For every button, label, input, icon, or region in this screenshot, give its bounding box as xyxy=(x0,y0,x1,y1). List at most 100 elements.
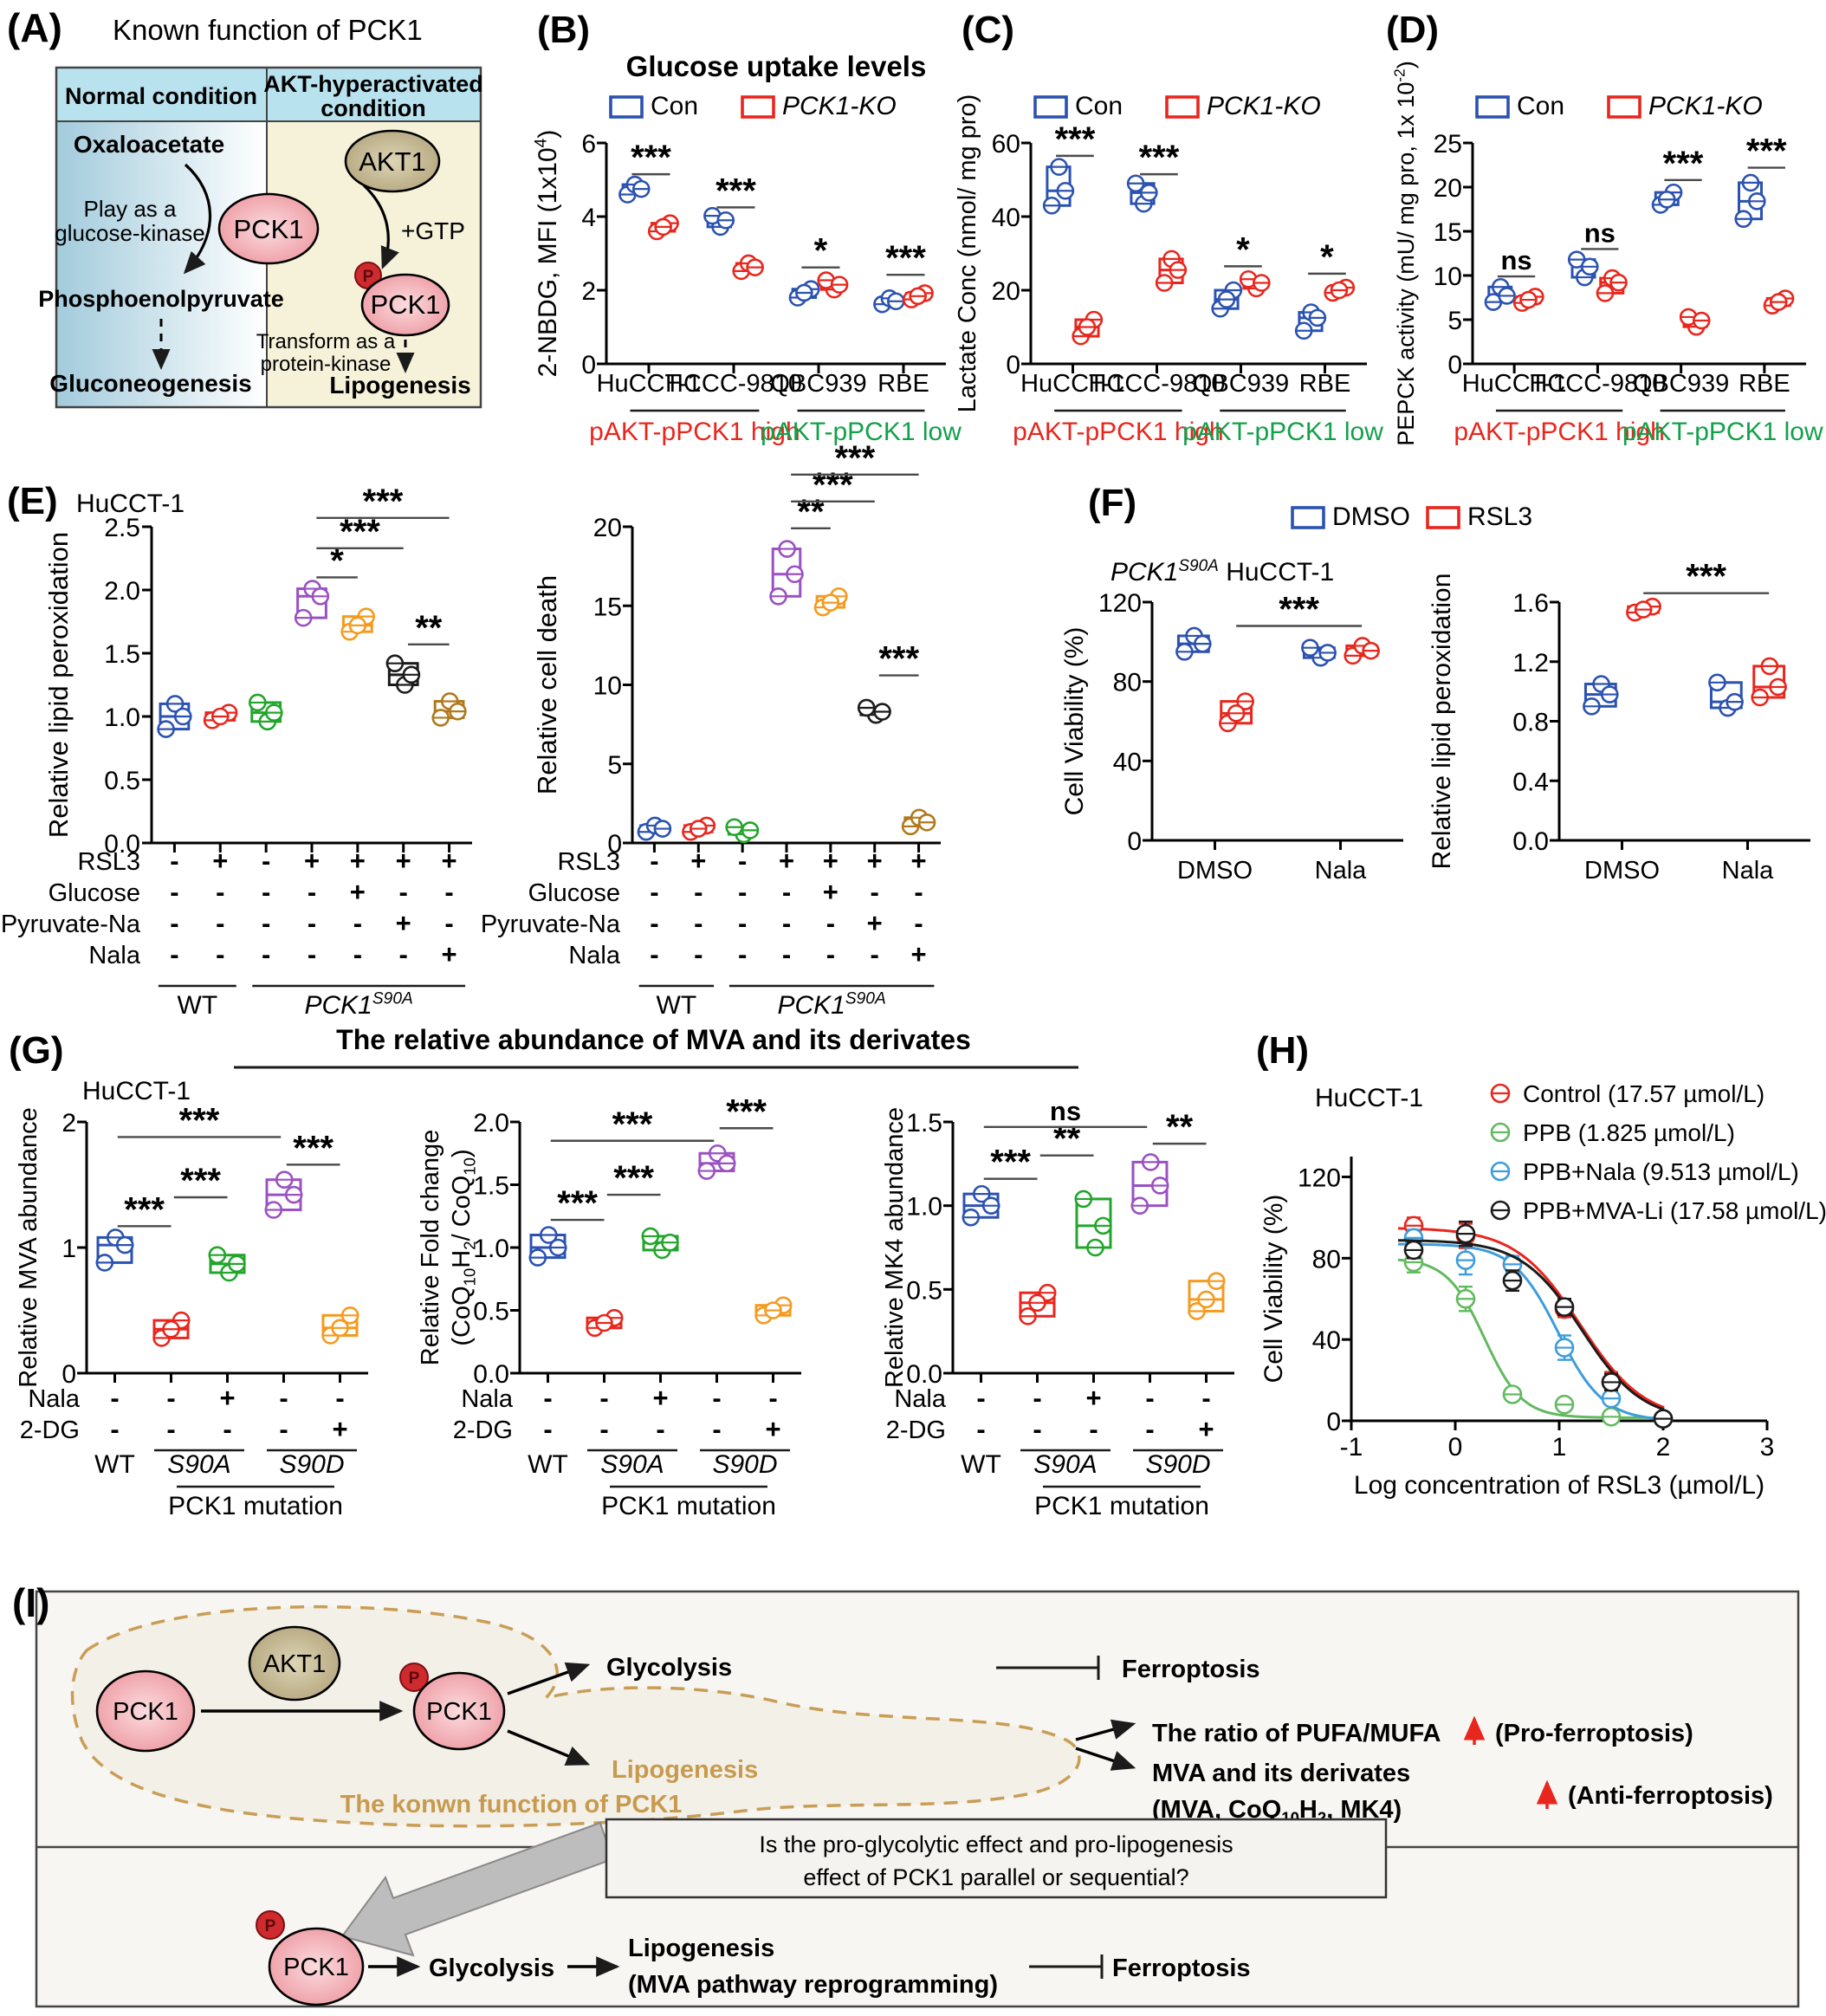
y-tick-label: 80 xyxy=(1312,1245,1341,1274)
phospho-p: P xyxy=(265,1917,276,1935)
x-category-label: Nala xyxy=(1722,857,1775,885)
y-tick-label: 2.5 xyxy=(104,514,140,542)
box-group xyxy=(321,1306,359,1345)
treatment-value: - xyxy=(1145,1383,1154,1413)
to-mva-arrow xyxy=(1075,1747,1136,1771)
box-group xyxy=(962,1184,1000,1227)
oxaloacetate-label: Oxaloacetate xyxy=(74,131,224,158)
box-group xyxy=(618,175,651,204)
y-tick-label: 15 xyxy=(1434,218,1462,247)
treatment-value: - xyxy=(262,939,270,969)
box-group xyxy=(95,1228,134,1272)
treatment-value: + xyxy=(219,1383,235,1413)
sig-label: ** xyxy=(415,609,443,647)
treatment-value: - xyxy=(262,846,270,876)
box-group xyxy=(754,1296,793,1325)
glucose-kinase-note: Play as a xyxy=(84,196,177,222)
legend-swatch xyxy=(741,95,775,119)
phospho-circle-bottom xyxy=(256,1910,285,1940)
treatment-value: + xyxy=(765,1414,780,1444)
treatment-value: - xyxy=(353,908,362,938)
legend-label: PPB+MVA-Li (17.58 µmol/L) xyxy=(1523,1197,1826,1224)
treatment-value: + xyxy=(350,846,366,876)
treatment-row-label: RSL3 xyxy=(77,848,140,876)
gluconeogenesis-label: Gluconeogenesis xyxy=(49,370,251,397)
treatment-value: - xyxy=(712,1414,721,1444)
legend-label: PCK1-KO xyxy=(782,92,897,120)
panel-label-b: (B) xyxy=(537,9,591,51)
group-label: pAKT-pPCK1 high xyxy=(589,418,800,446)
ferroptosis-label-bottom: Ferroptosis xyxy=(1112,1954,1251,1982)
box-group xyxy=(1155,250,1188,292)
ppck1-label: PCK1 xyxy=(426,1698,492,1726)
panel-E1-chart: 0.0 0.5 1.0 1.5 2.0 2.5 Relative lipid peroxid… xyxy=(1,483,472,1020)
panel-G2-chart: 0.0 0.5 1.0 1.5 2.0 Relative Fold change (CoQ1… xyxy=(417,1092,801,1520)
y-tick-label: 15 xyxy=(593,593,622,621)
legend-label: DMSO xyxy=(1332,502,1410,531)
y-tick-label: 10 xyxy=(593,672,622,701)
box-group xyxy=(1211,281,1243,318)
legend-label: Con xyxy=(651,92,698,120)
treatment-value: + xyxy=(652,1383,668,1413)
treatment-value: + xyxy=(823,877,839,907)
protein-kinase-note: protein-kinase xyxy=(261,353,392,376)
group-label: PCK1 mutation xyxy=(1034,1492,1209,1520)
legend-swatch xyxy=(609,95,644,119)
box-group xyxy=(788,280,820,307)
y-axis-title: Relative cell death xyxy=(532,575,562,794)
treatment-value: - xyxy=(216,908,224,938)
question-arrow xyxy=(340,1821,614,1957)
treatment-value: - xyxy=(216,939,224,969)
y-tick-label: 1.0 xyxy=(473,1235,509,1263)
treatment-value: - xyxy=(782,908,791,938)
group-label: pAKT-pPCK1 low xyxy=(1182,418,1383,446)
y-tick-label: 2 xyxy=(581,277,596,306)
group-label: pAKT-pPCK1 low xyxy=(1622,418,1823,446)
pro-ferroptosis-label: (Pro-ferroptosis) xyxy=(1495,1720,1693,1747)
pufa-mufa-label: The ratio of PUFA/MUFA xyxy=(1152,1720,1441,1747)
y-tick-label: 2.0 xyxy=(473,1109,509,1138)
y-tick-label: 1.2 xyxy=(1512,649,1549,677)
panel-label-c: (C) xyxy=(962,9,1015,51)
treatment-value: - xyxy=(976,1414,985,1444)
x-category-label: QBC939 xyxy=(770,370,866,398)
akt1-label: AKT1 xyxy=(263,1650,327,1678)
treatment-value: - xyxy=(444,877,453,907)
glucose-kinase-note: glucose-kinase xyxy=(55,220,204,246)
y-tick-label: 0.0 xyxy=(104,830,140,859)
panel-e-cell-line: HuCCT-1 xyxy=(76,489,185,518)
treatment-value: - xyxy=(170,908,178,938)
group-label: S90D xyxy=(279,1450,344,1479)
group-label: PCK1S90A xyxy=(305,990,413,1020)
box-group xyxy=(1074,1190,1112,1257)
sig-label: * xyxy=(814,232,828,270)
y-axis-title: Relative MVA abundance xyxy=(15,1107,42,1388)
sig-label: *** xyxy=(363,483,404,521)
x-category-label: QBC939 xyxy=(1193,370,1289,398)
group-label: WT xyxy=(961,1450,1001,1479)
sig-label: * xyxy=(1320,238,1334,276)
group-label: PCK1S90A xyxy=(777,990,885,1020)
box-group xyxy=(1734,173,1766,229)
y-tick-label: 0 xyxy=(607,830,622,859)
box-group xyxy=(1294,303,1327,340)
box-group xyxy=(1188,1272,1226,1320)
gtp-label: +GTP xyxy=(401,217,465,244)
sig-label: *** xyxy=(1686,558,1726,596)
treatment-value: - xyxy=(308,908,316,938)
box-group xyxy=(249,693,283,731)
panel-i-diagram: PCK1 AKT1 P PCK1 Glycolysis Lipogenesis The ko… xyxy=(35,1590,1800,2008)
treatment-row-label: Glucose xyxy=(528,879,620,907)
box-group xyxy=(431,692,467,727)
legend-label: Con xyxy=(1075,92,1123,120)
treatment-value: + xyxy=(396,846,411,876)
phospho-p: P xyxy=(363,268,374,286)
treatment-value: - xyxy=(166,1383,175,1413)
x-category-label: HCCC-9810 xyxy=(665,370,802,398)
box-group xyxy=(703,206,735,237)
treatment-value: - xyxy=(782,939,791,969)
y-tick-label: 2.0 xyxy=(104,577,140,606)
